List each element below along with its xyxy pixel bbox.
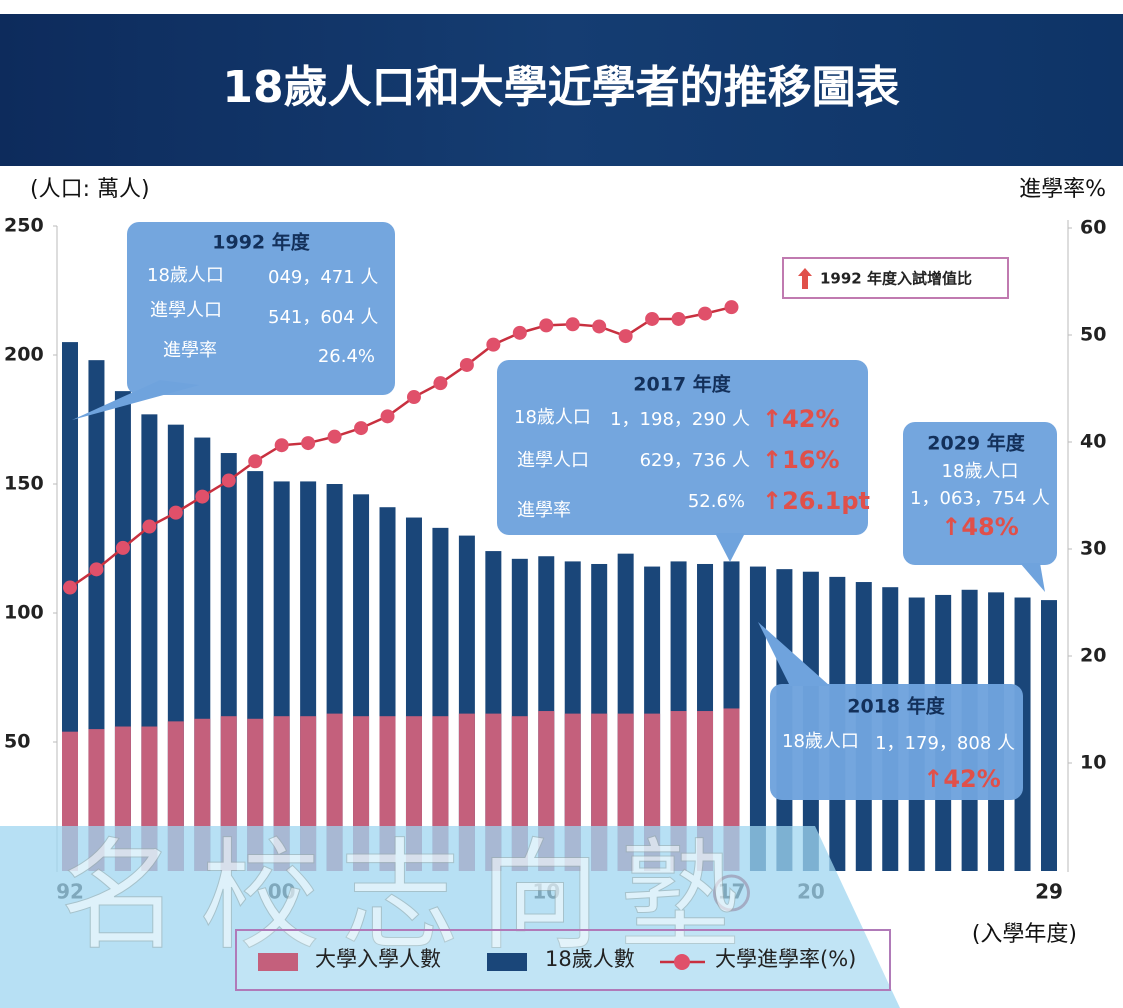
callout-box <box>903 422 1057 565</box>
rate-point <box>486 337 501 352</box>
rate-point <box>433 376 448 391</box>
y-tick-label: 250 <box>4 215 44 237</box>
callout-text: 541，604 人 <box>268 307 378 328</box>
legend-box <box>235 929 891 991</box>
rate-point <box>671 311 686 326</box>
callout: 2029 年度 18歲人口 1，063，754 人 ↑48% <box>903 422 1057 592</box>
callout-text: 52.6% <box>688 491 745 512</box>
callout-text: 進學人口 <box>517 450 589 471</box>
rate-point <box>565 317 580 332</box>
y2-axis-label: 進學率% <box>1019 177 1106 202</box>
note-box <box>782 257 1009 299</box>
plot-area: 50100150200250102030405060920010172029名校… <box>0 215 1106 1008</box>
page-title: 18歲人口和大學近學者的推移圖表 <box>222 62 899 113</box>
rate-point <box>645 311 660 326</box>
rate-point <box>459 357 474 372</box>
callout-tail <box>1020 563 1045 592</box>
up-arrow-icon <box>798 268 812 289</box>
x-axis-label: (入學年度) <box>972 922 1077 947</box>
rate-point <box>380 409 395 424</box>
y2-tick-label: 60 <box>1080 217 1106 239</box>
callout-change: ↑42% <box>762 405 840 433</box>
y2-tick-label: 30 <box>1080 538 1106 560</box>
callout-text: 1，179，808 人 <box>875 733 1015 754</box>
rate-point <box>406 390 421 405</box>
callout-box <box>497 360 868 535</box>
callout-text: 629，736 人 <box>640 450 750 471</box>
y2-tick-label: 20 <box>1080 645 1106 667</box>
y-tick-label: 150 <box>4 473 44 495</box>
legend-label: 18歲人數 <box>545 947 635 971</box>
callout-text: 18歲人口 <box>514 407 591 428</box>
legend-swatch <box>258 953 298 971</box>
callout-text: 1，063，754 人 <box>910 488 1050 509</box>
rate-point <box>63 580 77 595</box>
bar <box>1041 600 1057 871</box>
callout-text: 進學人口 <box>150 300 222 321</box>
rate-point <box>115 540 130 555</box>
rate-point <box>89 562 104 577</box>
legend-label: 大學入學人數 <box>315 947 441 971</box>
callout-text: 進學率 <box>517 500 571 521</box>
callout-text: 1，198，290 人 <box>610 409 750 430</box>
rate-point <box>195 489 210 504</box>
header-band <box>0 14 1123 166</box>
callout-text: 進學率 <box>163 340 217 361</box>
callout-text: 18歲人口 <box>942 461 1019 482</box>
y2-tick-label: 40 <box>1080 431 1106 453</box>
rate-point <box>354 421 369 436</box>
callout-box <box>127 222 395 395</box>
callout-text: 26.4% <box>318 346 375 367</box>
callout-box <box>770 684 1023 800</box>
callout-tail <box>758 622 830 686</box>
callout: 2017 年度 18歲人口 1，198，290 人 ↑42% 進學人口 629，736 人… <box>497 360 870 562</box>
callout: 2018 年度 18歲人口 1，179，808 人 ↑42% <box>758 622 1023 800</box>
legend-swatch <box>674 954 690 970</box>
callout-title: 2017 年度 <box>633 373 731 396</box>
y2-tick-label: 10 <box>1080 752 1106 774</box>
callout-text: 18歲人口 <box>782 731 859 752</box>
callout-change: ↑16% <box>762 446 840 474</box>
rate-point <box>248 454 263 469</box>
rate-point <box>168 505 183 520</box>
y-tick-label: 200 <box>4 344 44 366</box>
rate-point <box>539 318 554 333</box>
callout-title: 2018 年度 <box>847 695 945 718</box>
rate-point <box>142 519 157 534</box>
callout-tail <box>715 533 745 562</box>
rate-point <box>698 306 713 321</box>
callout-change: ↑26.1pt <box>762 487 870 515</box>
rate-point <box>592 319 607 334</box>
rate-point <box>274 438 289 453</box>
x-tick-label: 29 <box>1035 880 1063 904</box>
y-tick-label: 100 <box>4 602 44 624</box>
callout-title: 2029 年度 <box>927 432 1025 455</box>
y-tick-label: 50 <box>4 731 30 753</box>
rate-point <box>512 325 527 340</box>
y2-tick-label: 50 <box>1080 324 1106 346</box>
overlay: 1992 年度入試增值比 <box>782 257 1009 299</box>
rate-point <box>618 329 633 344</box>
callout-title: 1992 年度 <box>212 231 310 254</box>
note-text: 1992 年度入試增值比 <box>820 270 972 288</box>
legend-swatch <box>487 953 527 971</box>
callout-change: ↑48% <box>941 513 1019 541</box>
bar <box>749 566 766 871</box>
rate-point <box>327 429 342 444</box>
y-axis-label: (人口: 萬人) <box>30 177 150 202</box>
rate-point <box>221 473 236 488</box>
rate-point <box>301 436 316 451</box>
legend-label: 大學進學率(%) <box>715 947 856 971</box>
callout-text: 049，471 人 <box>268 267 378 288</box>
rate-point <box>724 300 739 315</box>
watermark: 名校志向塾 <box>60 828 760 967</box>
callout-text: 18歲人口 <box>147 265 224 286</box>
callout-change: ↑42% <box>923 765 1001 793</box>
